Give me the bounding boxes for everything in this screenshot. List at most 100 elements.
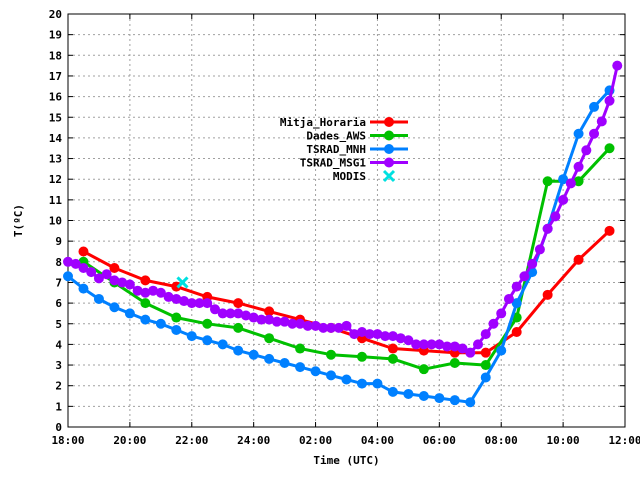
data-point: [240, 310, 251, 321]
series-tsrad-msg1: [63, 60, 623, 358]
x-tick-label: 06:00: [423, 434, 456, 447]
data-point: [341, 320, 352, 331]
data-point: [604, 143, 615, 154]
data-point: [217, 308, 228, 319]
data-point: [356, 327, 367, 338]
data-point: [171, 293, 182, 304]
data-point: [78, 246, 89, 257]
data-point: [225, 308, 236, 319]
data-point: [287, 318, 298, 329]
data-point: [148, 285, 159, 296]
data-point: [565, 178, 576, 189]
legend-label: TSRAD_MSG1: [300, 157, 367, 170]
data-point: [310, 366, 321, 377]
data-point: [264, 333, 275, 344]
data-point: [194, 298, 205, 309]
y-tick-label: 17: [49, 70, 62, 83]
data-point: [86, 267, 97, 278]
data-point: [186, 331, 197, 342]
legend-entry: TSRAD_MNH: [306, 143, 408, 156]
data-point: [295, 318, 306, 329]
data-point: [264, 306, 275, 317]
plot-frame: [67, 13, 626, 428]
data-point: [155, 318, 166, 329]
data-point: [93, 293, 104, 304]
y-tick-label: 7: [55, 276, 62, 289]
data-point: [326, 349, 337, 360]
legend: Mitja_HorariaDades_AWSTSRAD_MNHTSRAD_MSG…: [280, 116, 408, 183]
data-point: [604, 225, 615, 236]
y-tick-label: 5: [55, 318, 62, 331]
legend-marker: [384, 130, 394, 141]
data-point: [117, 277, 128, 288]
data-point: [434, 339, 445, 350]
legend-entry: Dades_AWS: [306, 130, 408, 143]
data-point: [558, 194, 569, 205]
x-axis-label: Time (UTC): [313, 454, 379, 467]
data-point: [171, 312, 182, 323]
legend-marker: [384, 117, 394, 127]
data-point: [418, 391, 429, 402]
data-point: [550, 211, 561, 222]
legend-label: TSRAD_MNH: [306, 143, 366, 156]
y-tick-label: 6: [55, 297, 62, 310]
data-point: [465, 397, 476, 408]
y-tick-label: 9: [55, 235, 62, 248]
legend-entry: MODIS: [333, 169, 396, 183]
data-point: [503, 293, 514, 304]
data-point: [233, 298, 244, 309]
data-point: [589, 101, 600, 112]
data-point: [511, 327, 522, 338]
data-point: [387, 353, 398, 364]
y-tick-label: 2: [55, 380, 62, 393]
data-point: [534, 244, 545, 255]
data-point: [449, 341, 460, 352]
y-tick-label: 1: [55, 400, 62, 413]
data-point: [589, 128, 600, 139]
data-point: [411, 339, 422, 350]
data-point: [542, 176, 553, 187]
data-point: [542, 223, 553, 234]
data-point: [202, 335, 213, 346]
data-point: [233, 345, 244, 356]
data-point: [202, 298, 213, 309]
y-tick-label: 13: [49, 153, 62, 166]
data-point: [403, 388, 414, 399]
data-point: [209, 304, 220, 315]
y-tick-label: 19: [49, 29, 62, 42]
data-point: [372, 329, 383, 340]
x-tick-label: 04:00: [361, 434, 394, 447]
legend-entry: TSRAD_MSG1: [300, 157, 408, 170]
data-point: [581, 145, 592, 156]
data-point: [349, 329, 360, 340]
data-point: [318, 322, 329, 333]
x-tick-label: 08:00: [485, 434, 518, 447]
data-point: [186, 298, 197, 309]
data-point: [63, 256, 73, 267]
y-tick-label: 12: [49, 173, 62, 186]
data-point: [202, 318, 213, 329]
data-point: [109, 275, 120, 286]
data-point: [163, 291, 174, 302]
data-point: [426, 339, 437, 350]
data-point: [356, 351, 367, 362]
data-point: [78, 262, 89, 273]
data-point: [140, 287, 151, 298]
data-point: [171, 324, 182, 335]
y-tick-label: 15: [49, 111, 62, 124]
data-point: [473, 339, 484, 350]
series-line: [82, 229, 611, 355]
data-point: [511, 298, 522, 309]
data-point: [403, 335, 414, 346]
data-point: [271, 316, 282, 327]
data-point: [380, 331, 391, 342]
data-point: [573, 176, 584, 187]
series-tsrad-mnh: [63, 85, 615, 408]
data-point: [140, 275, 151, 286]
x-tick-label: 18:00: [51, 434, 84, 447]
legend-marker: [384, 157, 394, 168]
data-point: [93, 273, 104, 284]
x-tick-label: 24:00: [237, 434, 270, 447]
data-point: [248, 312, 259, 323]
data-point: [109, 302, 120, 313]
